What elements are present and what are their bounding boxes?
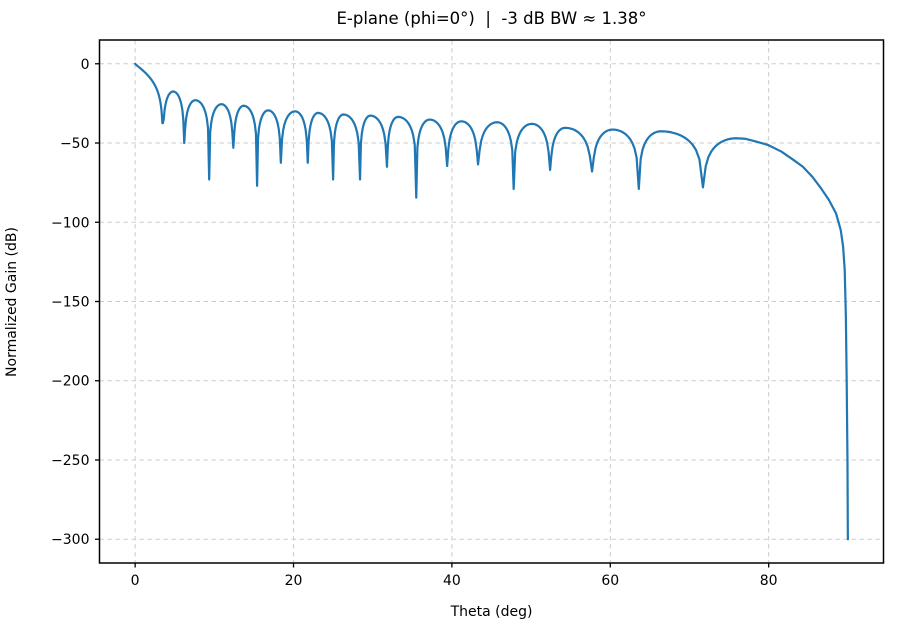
y-tick-label: −300	[51, 532, 89, 548]
gain-curve	[134, 62, 849, 541]
x-axis-label: Theta (deg)	[450, 604, 533, 620]
y-tick-label: −250	[51, 453, 89, 469]
x-tick-label: 80	[760, 573, 778, 589]
y-tick-label: −100	[51, 215, 89, 231]
y-tick-label: −200	[51, 374, 89, 390]
y-tick-label: −150	[51, 295, 89, 311]
chart-title: E-plane (phi=0°) | -3 dB BW ≈ 1.38°	[336, 9, 647, 28]
x-tick-label: 0	[131, 573, 140, 589]
y-tick-label: 0	[81, 57, 90, 73]
x-tick-label: 40	[443, 573, 461, 589]
x-tick-label: 20	[285, 573, 303, 589]
y-tick-label: −50	[60, 136, 90, 152]
x-tick-label: 60	[601, 573, 619, 589]
